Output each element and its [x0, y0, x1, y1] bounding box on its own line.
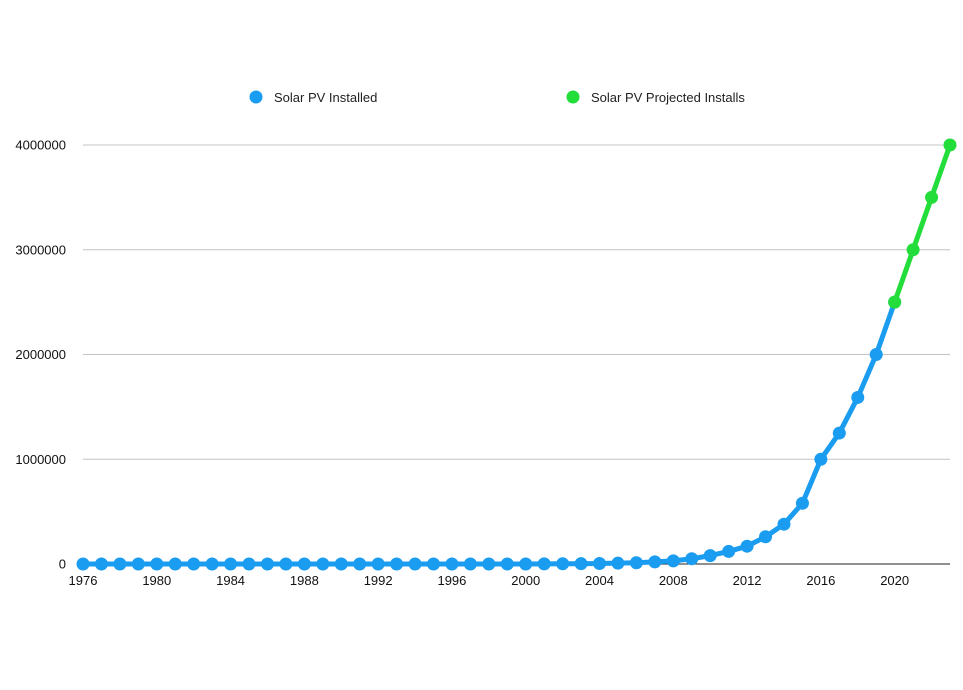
data-point	[224, 557, 238, 571]
series-line	[892, 142, 953, 305]
data-point	[242, 557, 256, 571]
y-tick-label: 3000000	[15, 242, 66, 257]
data-point	[500, 557, 514, 571]
data-point	[943, 138, 957, 152]
axes: 0 1000000 2000000 3000000 4000000 1976 1980 198…	[15, 138, 950, 588]
data-point	[869, 348, 883, 361]
data-point	[906, 243, 920, 257]
x-tick-label: 2004	[585, 573, 614, 588]
y-tick-label: 0	[59, 557, 66, 572]
x-tick-label: 2012	[733, 573, 762, 588]
x-tick-label: 1992	[364, 573, 393, 588]
data-point	[703, 549, 717, 563]
y-tick-label: 2000000	[15, 347, 66, 362]
legend-label: Solar PV Projected Installs	[591, 90, 745, 105]
data-point	[205, 557, 219, 571]
y-tick-label: 1000000	[15, 452, 66, 467]
data-point	[76, 557, 90, 571]
data-point	[666, 554, 680, 568]
data-point	[131, 557, 145, 571]
data-point	[537, 557, 551, 571]
data-point	[94, 557, 108, 571]
data-point	[279, 557, 293, 571]
data-point	[740, 539, 754, 553]
data-point	[408, 557, 422, 571]
data-point	[851, 390, 865, 404]
x-tick-label: 1980	[142, 573, 171, 588]
x-tick-label: 2000	[511, 573, 540, 588]
data-point	[832, 426, 846, 440]
legend-label: Solar PV Installed	[274, 90, 377, 105]
legend-marker	[249, 90, 263, 104]
data-point	[629, 556, 643, 570]
x-tick-label: 1988	[290, 573, 319, 588]
data-point	[168, 557, 182, 571]
data-point	[113, 557, 127, 571]
data-point	[482, 557, 496, 571]
data-point	[777, 517, 791, 531]
data-point	[371, 557, 385, 571]
data-point	[297, 557, 311, 571]
x-tick-label: 1976	[69, 573, 98, 588]
data-point	[611, 556, 625, 570]
data-point	[463, 557, 477, 571]
data-point	[353, 557, 367, 571]
data-point	[556, 557, 570, 571]
data-point	[187, 557, 201, 571]
y-tick-label: 4000000	[15, 138, 66, 153]
grid-lines	[83, 144, 950, 460]
legend-marker	[566, 90, 580, 104]
data-point	[426, 557, 440, 571]
data-point	[519, 557, 533, 571]
series-layer	[76, 138, 957, 571]
x-tick-label: 2020	[880, 573, 909, 588]
data-point	[795, 496, 809, 510]
data-point	[445, 557, 459, 571]
data-point	[685, 552, 699, 566]
legend-item: Solar PV Projected Installs	[566, 90, 745, 105]
data-point	[150, 557, 164, 571]
data-point	[574, 557, 588, 571]
data-point	[759, 530, 773, 544]
data-point	[814, 452, 828, 466]
data-point	[334, 557, 348, 571]
data-point	[925, 190, 939, 204]
data-point	[593, 556, 607, 570]
series-1	[888, 138, 957, 309]
data-point	[390, 557, 404, 571]
x-tick-label: 1984	[216, 573, 245, 588]
data-point	[722, 544, 736, 558]
data-point	[316, 557, 330, 571]
series-0	[76, 295, 902, 571]
series-line	[80, 299, 898, 567]
x-tick-label: 2008	[659, 573, 688, 588]
legend: Solar PV Installed Solar PV Projected Ins…	[249, 90, 745, 105]
data-point	[888, 295, 902, 309]
data-point	[648, 555, 662, 569]
data-point	[260, 557, 274, 571]
legend-item: Solar PV Installed	[249, 90, 377, 105]
x-tick-label: 2016	[806, 573, 835, 588]
x-tick-label: 1996	[437, 573, 466, 588]
